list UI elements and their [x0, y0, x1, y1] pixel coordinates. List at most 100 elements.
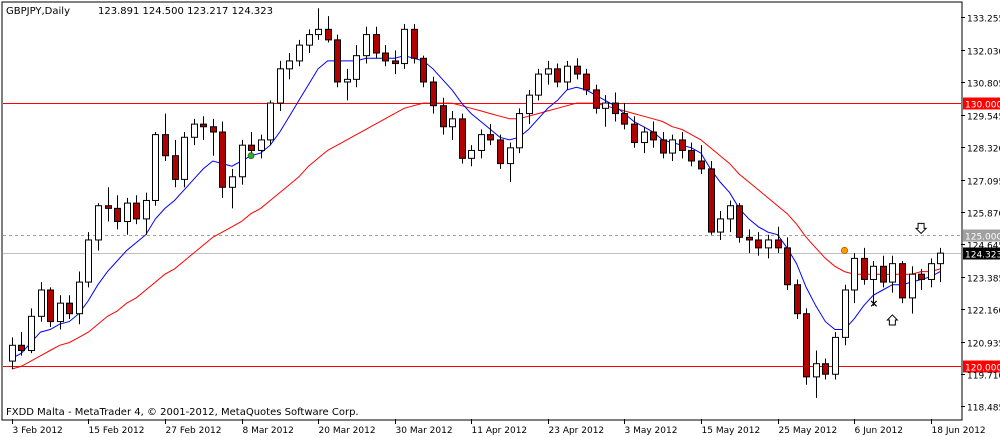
candle[interactable]: [258, 134, 265, 159]
candle[interactable]: [650, 121, 657, 148]
candle[interactable]: [85, 232, 92, 288]
candle[interactable]: [554, 63, 561, 88]
candle[interactable]: [669, 134, 676, 161]
candle[interactable]: [574, 58, 581, 80]
candle[interactable]: [459, 113, 466, 164]
candle[interactable]: [478, 129, 485, 159]
candle[interactable]: [9, 337, 16, 369]
candle[interactable]: [28, 308, 35, 354]
candle[interactable]: [928, 258, 935, 288]
candle[interactable]: [191, 118, 198, 146]
candle[interactable]: [717, 211, 724, 240]
candle[interactable]: [698, 145, 705, 175]
candle[interactable]: [363, 26, 370, 64]
candle[interactable]: [133, 195, 140, 225]
candle[interactable]: [803, 308, 810, 385]
candle[interactable]: [727, 200, 734, 233]
candle[interactable]: [382, 45, 389, 67]
candle[interactable]: [38, 282, 45, 322]
candle[interactable]: [679, 132, 686, 159]
candle[interactable]: [239, 139, 246, 185]
candle[interactable]: [708, 160, 715, 235]
candle[interactable]: [162, 113, 169, 161]
ma-fast-line: [11, 55, 941, 359]
candle[interactable]: [401, 24, 408, 69]
candle[interactable]: [219, 121, 226, 198]
candle[interactable]: [392, 50, 399, 75]
candle[interactable]: [765, 234, 772, 259]
candle[interactable]: [420, 55, 427, 88]
candle[interactable]: [373, 26, 380, 59]
candle[interactable]: [57, 295, 64, 330]
candle[interactable]: [105, 187, 112, 222]
candle[interactable]: [277, 60, 284, 111]
candle[interactable]: [124, 197, 131, 235]
candle[interactable]: [870, 261, 877, 306]
candle[interactable]: [334, 34, 341, 88]
candle[interactable]: [306, 29, 313, 54]
candle[interactable]: [325, 16, 332, 43]
candle[interactable]: [315, 8, 322, 40]
candle[interactable]: [813, 350, 820, 398]
candle[interactable]: [631, 116, 638, 148]
candle[interactable]: [497, 134, 504, 169]
candle[interactable]: [172, 139, 179, 188]
candle[interactable]: [564, 60, 571, 90]
candle[interactable]: [861, 247, 868, 285]
candle[interactable]: [736, 203, 743, 243]
candle[interactable]: [602, 95, 609, 127]
candle[interactable]: [516, 108, 523, 154]
candle[interactable]: [899, 261, 906, 304]
candle[interactable]: [210, 118, 217, 156]
candle[interactable]: [918, 268, 925, 290]
candle[interactable]: [95, 203, 102, 251]
candle[interactable]: [880, 255, 887, 288]
candle[interactable]: [755, 232, 762, 256]
candle[interactable]: [842, 284, 849, 346]
candle[interactable]: [775, 226, 782, 254]
candle[interactable]: [909, 266, 916, 314]
candle[interactable]: [822, 358, 829, 380]
candle[interactable]: [229, 168, 236, 209]
candle[interactable]: [353, 45, 360, 88]
candle[interactable]: [411, 24, 418, 64]
candle[interactable]: [66, 295, 73, 319]
candle[interactable]: [449, 110, 456, 140]
candle[interactable]: [200, 116, 207, 140]
candle[interactable]: [545, 60, 552, 85]
candle[interactable]: [612, 92, 619, 122]
candle[interactable]: [832, 332, 839, 380]
candle[interactable]: [114, 195, 121, 230]
candle[interactable]: [143, 192, 150, 235]
candle[interactable]: [76, 271, 83, 325]
candle[interactable]: [583, 68, 590, 96]
candle[interactable]: [152, 132, 159, 206]
candle[interactable]: [889, 255, 896, 293]
candle[interactable]: [535, 68, 542, 101]
candle[interactable]: [593, 84, 600, 114]
candle[interactable]: [851, 253, 858, 304]
candle[interactable]: [286, 53, 293, 80]
candle[interactable]: [468, 145, 475, 167]
candle[interactable]: [47, 287, 54, 327]
candle[interactable]: [18, 332, 25, 356]
candle[interactable]: [688, 142, 695, 167]
candle[interactable]: [487, 124, 494, 146]
candle[interactable]: [430, 76, 437, 114]
candle[interactable]: [794, 279, 801, 319]
candle[interactable]: [267, 100, 274, 146]
candle[interactable]: [621, 103, 628, 130]
candle[interactable]: [746, 229, 753, 254]
candle[interactable]: [526, 89, 533, 125]
candle[interactable]: [507, 142, 514, 183]
candle[interactable]: [248, 132, 255, 156]
candle[interactable]: [784, 237, 791, 290]
candle[interactable]: [344, 68, 351, 101]
candle[interactable]: [660, 132, 667, 159]
candle[interactable]: [296, 39, 303, 67]
candle[interactable]: [181, 132, 188, 188]
candle[interactable]: [937, 247, 944, 283]
candle[interactable]: [641, 126, 648, 154]
candle[interactable]: [440, 97, 447, 135]
